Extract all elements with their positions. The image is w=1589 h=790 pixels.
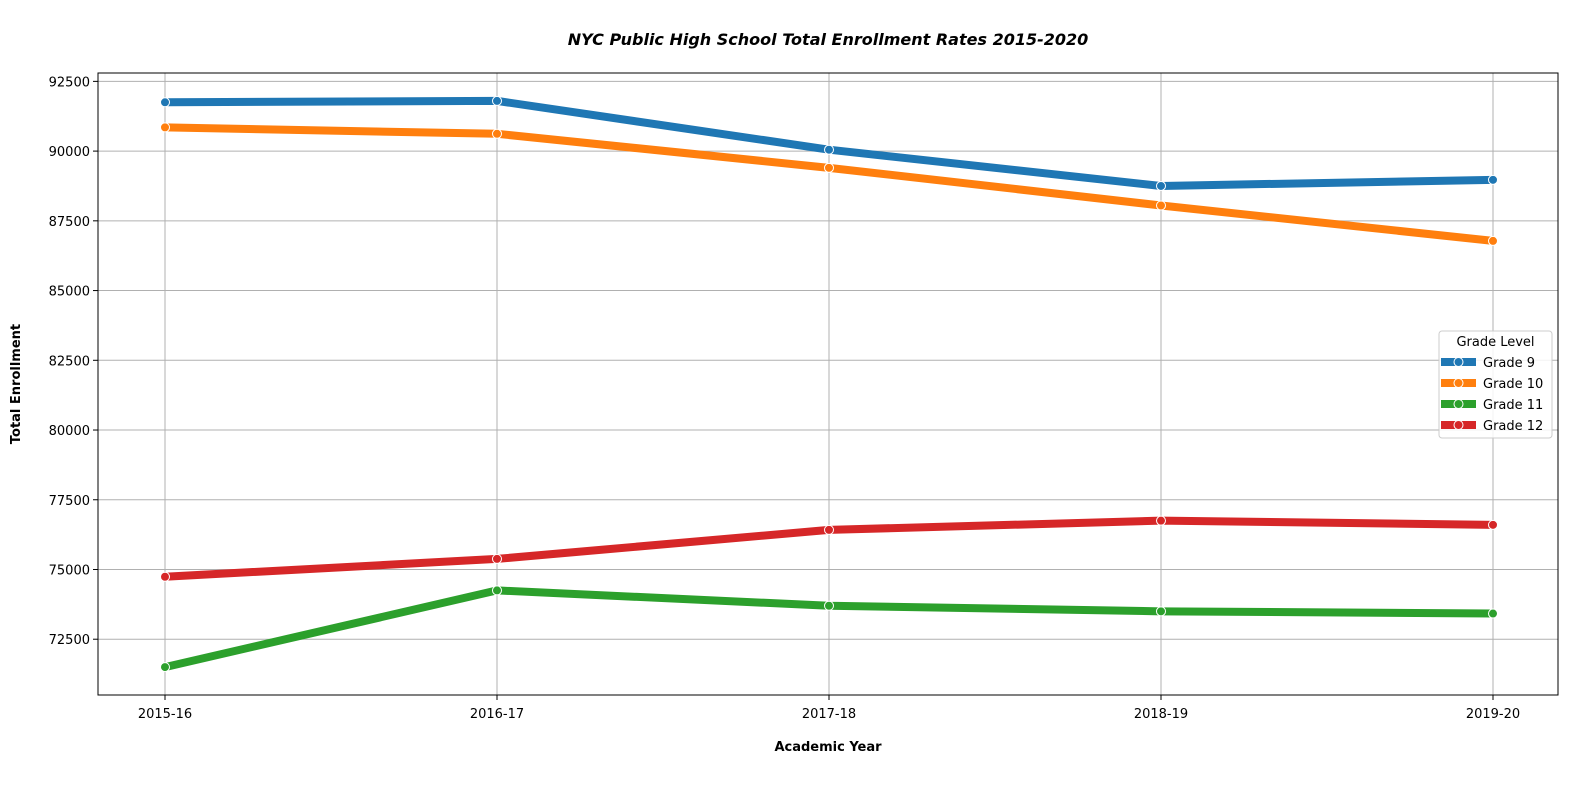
legend-label-grade-10: Grade 10 — [1483, 377, 1543, 392]
data-point-grade-9 — [160, 97, 170, 108]
data-point-grade-12 — [1488, 519, 1498, 530]
x-tick-label: 2018-19 — [1134, 707, 1188, 722]
legend-marker-grade-11 — [1453, 399, 1464, 409]
data-point-grade-9 — [824, 144, 834, 155]
chart-title: NYC Public High School Total Enrollment … — [568, 30, 1089, 49]
data-point-grade-12 — [160, 571, 170, 582]
legend-label-grade-12: Grade 12 — [1483, 419, 1543, 434]
data-point-grade-12 — [492, 553, 502, 564]
legend-marker-grade-10 — [1453, 378, 1464, 388]
y-tick-label: 92500 — [49, 75, 90, 90]
legend-label-grade-11: Grade 11 — [1483, 398, 1543, 413]
y-tick-label: 85000 — [49, 285, 90, 300]
data-point-grade-11 — [824, 600, 834, 611]
legend-box — [1438, 330, 1553, 439]
x-tick-label: 2017-18 — [802, 707, 856, 722]
data-point-grade-10 — [1156, 200, 1166, 211]
data-point-grade-11 — [1488, 608, 1498, 619]
y-axis-label: Total Enrollment — [9, 324, 24, 444]
x-axis-label: Academic Year — [774, 740, 882, 755]
y-tick-label: 80000 — [49, 424, 90, 439]
legend-marker-grade-9 — [1453, 357, 1464, 367]
legend-marker-grade-12 — [1453, 420, 1464, 430]
plot-frame — [97, 72, 1559, 696]
data-point-grade-10 — [160, 122, 170, 133]
data-point-grade-9 — [1156, 180, 1166, 191]
data-point-grade-12 — [824, 524, 834, 535]
data-point-grade-9 — [1488, 174, 1498, 185]
y-tick-label: 82500 — [49, 354, 90, 369]
y-tick-label: 72500 — [49, 633, 90, 648]
data-point-grade-10 — [1488, 235, 1498, 246]
legend: Grade Level Grade 9 Grade 10 Grade 11 Grade … — [1438, 330, 1553, 439]
data-point-grade-9 — [492, 95, 502, 106]
plot-area: 2015-16 2016-17 2017-18 2018-19 2019-20 72500… — [49, 72, 1559, 722]
data-point-grade-11 — [492, 585, 502, 596]
y-tick-label: 75000 — [49, 563, 90, 578]
legend-label-grade-9: Grade 9 — [1483, 356, 1535, 371]
data-point-grade-11 — [1156, 606, 1166, 617]
y-tick-label: 77500 — [49, 494, 90, 509]
y-tick-label: 87500 — [49, 215, 90, 230]
data-point-grade-10 — [824, 162, 834, 173]
data-point-grade-11 — [160, 662, 170, 673]
data-point-grade-12 — [1156, 515, 1166, 526]
x-tick-label: 2019-20 — [1466, 707, 1520, 722]
x-tick-label: 2016-17 — [470, 707, 524, 722]
y-tick-label: 90000 — [49, 145, 90, 160]
data-point-grade-10 — [492, 128, 502, 139]
x-tick-label: 2015-16 — [138, 707, 192, 722]
legend-title: Grade Level — [1456, 335, 1534, 350]
